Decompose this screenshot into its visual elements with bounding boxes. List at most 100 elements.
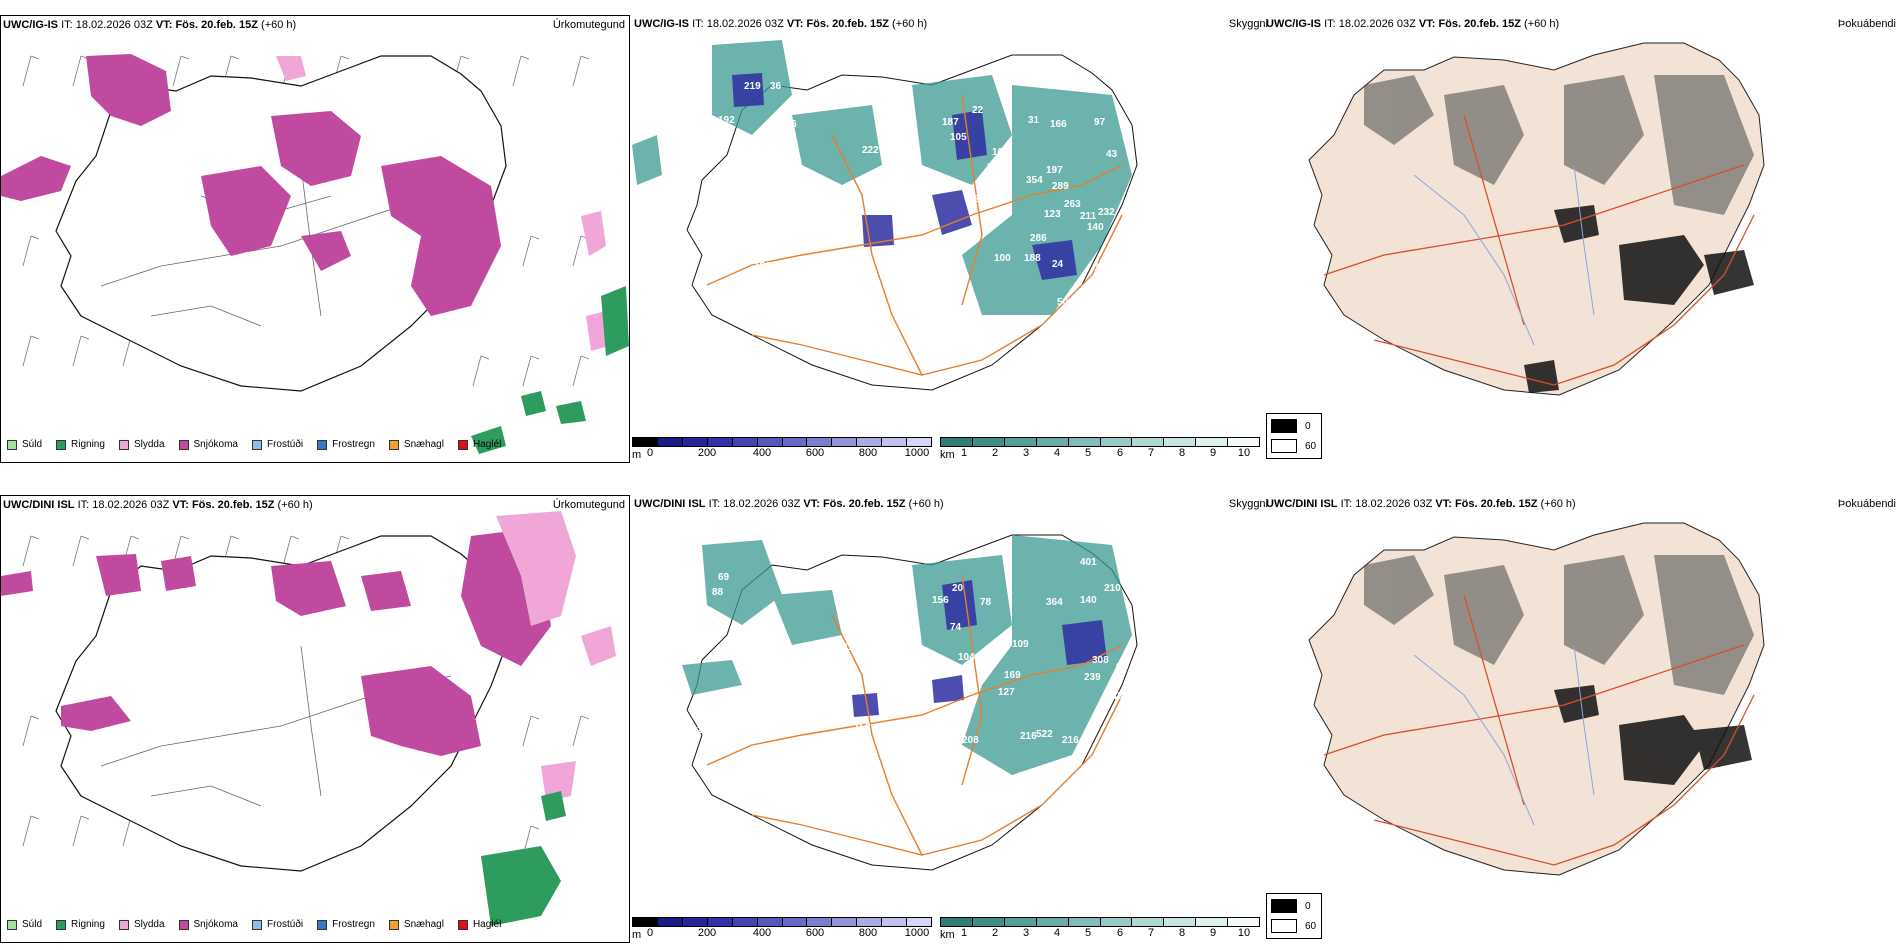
cloud-label: 308 bbox=[1092, 655, 1109, 666]
visibility-unit: km bbox=[940, 929, 955, 941]
cloud-label: 263 bbox=[1064, 199, 1081, 210]
cloud-panel-row1: 219 36 192 216 222 187 22 105 31 166 97 … bbox=[632, 15, 1270, 463]
it-label: IT: bbox=[77, 499, 90, 511]
cloud-label: 187 bbox=[942, 117, 959, 128]
cloud-label: 182 bbox=[860, 618, 877, 629]
legend-item: Snæhagl bbox=[388, 439, 444, 450]
visibility-cells bbox=[940, 437, 1260, 447]
swatch-rigning bbox=[56, 919, 67, 930]
precip-map-row2 bbox=[1, 511, 616, 926]
cloud-label: 74 bbox=[950, 622, 962, 633]
legend-item: Slydda bbox=[118, 439, 165, 450]
legend-label: Súld bbox=[22, 919, 43, 930]
tick-label: 0 bbox=[646, 927, 654, 939]
model-name: UWC/IG-IS bbox=[3, 19, 58, 31]
fog-legend-row2: 0 60 bbox=[1266, 893, 1322, 939]
tick-label: 4 bbox=[1053, 927, 1061, 939]
model-name: UWC/DINI ISL bbox=[634, 498, 706, 510]
cloud-label: 106 bbox=[718, 265, 735, 276]
cloud-label: 91 bbox=[860, 182, 872, 193]
swatch-black bbox=[1271, 899, 1297, 913]
legend-item: Rigning bbox=[56, 919, 105, 930]
cloud-label: 127 bbox=[998, 687, 1015, 698]
fog-map-row2 bbox=[1308, 522, 1765, 876]
swatch-black bbox=[1271, 419, 1297, 433]
visibility-colorbar: km 1 2 3 4 5 6 7 8 9 10 bbox=[940, 917, 1260, 941]
tick-label: 4 bbox=[1053, 447, 1061, 459]
visibility-unit: km bbox=[940, 449, 955, 461]
it-label: IT: bbox=[1324, 18, 1336, 30]
precip-map-row1 bbox=[1, 54, 629, 454]
swatch-slydda bbox=[118, 919, 129, 930]
cloud-label: 35 bbox=[987, 162, 999, 173]
swatch-slydda bbox=[118, 439, 129, 450]
swatch-frostudi bbox=[251, 439, 262, 450]
legend-label: Slydda bbox=[133, 919, 165, 930]
lead-time: (+60 h) bbox=[261, 19, 297, 31]
tick-label: 8 bbox=[1178, 927, 1186, 939]
tick-label: 0 bbox=[646, 447, 654, 459]
swatch-white bbox=[1271, 439, 1297, 453]
cloud-label: 113 bbox=[1094, 262, 1111, 273]
tick-label: 5 bbox=[1084, 927, 1092, 939]
cloud-label: 140 bbox=[1080, 595, 1097, 606]
cloud-label: 109 bbox=[1012, 639, 1029, 650]
cloud-label: 169 bbox=[1004, 670, 1021, 681]
legend-label: Snæhagl bbox=[403, 919, 444, 930]
ceiling-colorbar: m 0 200 400 600 800 1000 bbox=[632, 437, 932, 461]
swatch-snaehagl bbox=[388, 919, 399, 930]
cloud-label: 117 bbox=[1124, 583, 1141, 594]
legend-item: Frostregn bbox=[317, 439, 375, 450]
tick-label: 5 bbox=[1084, 447, 1092, 459]
tick-label: 1000 bbox=[904, 927, 930, 939]
cloud-label: 43 bbox=[1106, 149, 1118, 160]
cloud-label: 239 bbox=[1084, 672, 1101, 683]
cloud-label: 401 bbox=[1080, 557, 1097, 568]
cloud-label: 36 bbox=[770, 81, 782, 92]
legend-label: Slydda bbox=[133, 439, 165, 450]
vt-label: VT: bbox=[786, 18, 804, 30]
vt-label: VT: bbox=[1435, 498, 1452, 510]
cloud-label: 22 bbox=[972, 105, 984, 116]
cloud-base-labels: 219 36 192 216 222 187 22 105 31 166 97 … bbox=[708, 81, 1125, 308]
model-name: UWC/DINI ISL bbox=[1266, 498, 1338, 510]
precip-title: Úrkomutegund bbox=[552, 19, 625, 31]
cloud-label: 88 bbox=[712, 587, 724, 598]
legend-item: Frostregn bbox=[317, 919, 375, 930]
swatch-frostregn bbox=[317, 919, 328, 930]
vt-value: Fös. 20.feb. 15Z bbox=[806, 18, 889, 30]
cloud-label: 188 bbox=[1024, 253, 1041, 264]
cloud-label: 502 bbox=[1057, 297, 1074, 308]
tick-label: 800 bbox=[858, 927, 878, 939]
precip-header-row2: UWC/DINI ISL IT: 18.02.2026 03Z VT: Fös.… bbox=[3, 499, 313, 511]
fog-map-row1 bbox=[1308, 42, 1765, 396]
cloud-label: 125 bbox=[968, 194, 985, 205]
tick-label: 600 bbox=[805, 927, 825, 939]
model-name: UWC/DINI ISL bbox=[3, 499, 75, 511]
cloud-label: 29 bbox=[697, 725, 709, 736]
fog-title: Þokuábendi bbox=[1837, 18, 1896, 30]
legend-item: Súld bbox=[7, 439, 42, 450]
lead-time: (+60 h) bbox=[1524, 18, 1560, 30]
tick-label: 3 bbox=[1022, 447, 1030, 459]
ceiling-unit: m bbox=[632, 929, 642, 941]
precip-panel-row2: UWC/DINI ISL IT: 18.02.2026 03Z VT: Fös.… bbox=[0, 495, 630, 943]
rain-areas bbox=[471, 286, 629, 454]
cloud-label: 148 bbox=[1106, 691, 1123, 702]
cloud-label: 31 bbox=[1028, 115, 1040, 126]
iceland-outline bbox=[55, 55, 507, 392]
legend-label: Frostúði bbox=[266, 439, 304, 450]
legend-label: Snæhagl bbox=[403, 439, 444, 450]
fog-panel-row1: UWC/IG-IS IT: 18.02.2026 03Z VT: Fös. 20… bbox=[1264, 15, 1900, 463]
swatch-sild bbox=[7, 439, 17, 450]
cloud-label: 21 bbox=[842, 642, 854, 653]
legend-item: Haglél bbox=[457, 919, 501, 930]
tick-label: 1000 bbox=[904, 447, 930, 459]
swatch-snaehagl bbox=[388, 439, 399, 450]
cloud-label: 92 bbox=[1116, 662, 1128, 673]
fog-legend-label: 0 bbox=[1305, 420, 1311, 432]
precip-panel-row1: UWC/IG-IS IT: 18.02.2026 03Z VT: Fös. 20… bbox=[0, 15, 630, 463]
visibility-ticks: km 1 2 3 4 5 6 7 8 9 10 bbox=[940, 447, 1260, 461]
cloud-label: 105 bbox=[950, 132, 967, 143]
cloud-label: 211 bbox=[1080, 211, 1097, 222]
